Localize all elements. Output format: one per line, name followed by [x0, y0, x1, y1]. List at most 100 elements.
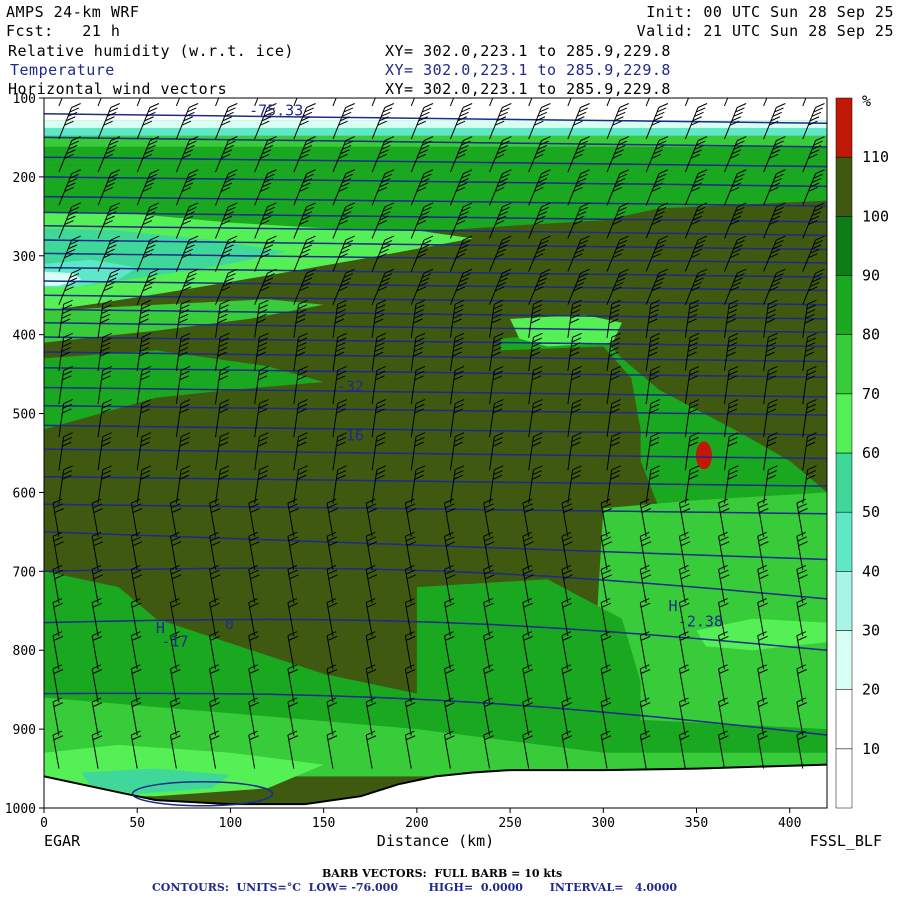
- wind-barb-flag: [578, 173, 589, 179]
- wind-barb-flag: [66, 248, 76, 254]
- wind-barb-flag: [210, 702, 220, 708]
- wind-barb-flag: [217, 351, 227, 357]
- wind-barb-flag: [658, 103, 669, 108]
- wind-barb-flag: [171, 669, 181, 674]
- wind-barb-shaft: [248, 536, 256, 570]
- wind-barb-shaft: [97, 469, 104, 504]
- wind-barb-shaft: [58, 173, 73, 206]
- wind-barb-flag: [187, 75, 196, 79]
- wind-barb-flag: [422, 173, 432, 179]
- wind-barb-shaft: [136, 304, 143, 338]
- wind-barb-flag: [171, 508, 182, 513]
- wind-barb-flag: [366, 503, 377, 509]
- wind-barb-flag: [414, 408, 424, 414]
- wind-barb-flag: [170, 631, 180, 637]
- wind-barb-flag: [92, 669, 103, 674]
- wind-barb-shaft: [52, 602, 60, 637]
- wind-barb-flag: [530, 318, 540, 324]
- wind-barb-flag: [423, 202, 434, 208]
- wind-barb-flag: [523, 669, 533, 674]
- wind-barb-flag: [414, 375, 424, 381]
- wind-barb-flag: [304, 173, 314, 179]
- wind-barb-flag: [718, 531, 728, 537]
- wind-barb-shaft: [528, 436, 534, 471]
- wind-barb-flag: [297, 474, 307, 480]
- wind-barb-flag: [689, 304, 699, 310]
- wind-barb-flag: [287, 664, 298, 670]
- wind-barb-shaft: [489, 239, 503, 272]
- wind-barb-flag: [815, 136, 825, 142]
- wind-barb-flag: [461, 140, 471, 146]
- wind-barb-shaft: [567, 272, 582, 305]
- wind-barb-flag: [811, 244, 822, 250]
- wind-barb-flag: [445, 541, 456, 547]
- wind-barb-flag: [385, 70, 394, 74]
- wind-barb-shaft: [169, 602, 177, 637]
- wind-barb-shaft: [209, 569, 217, 603]
- wind-barb-shaft: [724, 98, 729, 107]
- wind-barb-flag: [131, 602, 142, 608]
- wind-barb-shaft: [287, 569, 295, 603]
- wind-barb-flag: [580, 169, 590, 175]
- wind-barb-shaft: [567, 304, 574, 338]
- wind-barb-flag: [420, 111, 430, 117]
- wind-barb-flag: [759, 574, 769, 580]
- wind-barb-flag: [179, 309, 189, 315]
- wind-barb-flag: [54, 541, 64, 547]
- wind-barb-flag: [531, 474, 542, 480]
- wind-barb-flag: [767, 370, 777, 376]
- wind-barb-flag: [171, 503, 181, 509]
- wind-barb-shaft: [410, 206, 425, 239]
- wind-barb-shaft: [404, 569, 412, 603]
- wind-barb-flag: [141, 432, 152, 438]
- wind-barb-shaft: [293, 272, 308, 305]
- wind-barb-flag: [651, 220, 661, 226]
- wind-barb-flag: [680, 735, 690, 741]
- wind-barb-flag: [561, 598, 572, 603]
- wind-barb-shaft: [175, 206, 190, 239]
- wind-barb-shaft: [763, 304, 769, 338]
- wind-barb-shaft: [365, 602, 373, 637]
- wind-barb-shaft: [58, 272, 73, 305]
- wind-barb-flag: [531, 441, 542, 447]
- wind-barb-flag: [336, 309, 346, 315]
- wind-barb-flag: [680, 569, 690, 575]
- wind-barb-flag: [375, 441, 385, 447]
- wind-barb-flag: [107, 277, 117, 283]
- wind-barb-flag: [381, 111, 391, 117]
- wind-barb-flag: [341, 145, 352, 150]
- wind-barb-flag: [679, 531, 689, 537]
- wind-barb-flag: [494, 286, 505, 292]
- wind-barb-flag: [576, 111, 587, 117]
- wind-barb-flag: [52, 697, 63, 703]
- wind-barb-flag: [64, 153, 74, 159]
- wind-barb-flag: [345, 103, 355, 108]
- wind-barb-flag: [688, 441, 698, 447]
- wind-barb-shaft: [97, 403, 104, 438]
- wind-barb-flag: [418, 149, 428, 155]
- wind-barb-flag: [183, 149, 193, 155]
- wind-barb-flag: [366, 569, 377, 575]
- wind-barb-flag: [341, 211, 352, 217]
- wind-barb-flag: [101, 342, 111, 348]
- wind-barb-flag: [219, 470, 229, 475]
- wind-barb-flag: [260, 120, 270, 126]
- wind-barb-flag: [416, 253, 427, 259]
- wind-barb-flag: [698, 70, 707, 74]
- wind-barb-shaft: [209, 635, 217, 670]
- wind-barb-flag: [306, 169, 316, 175]
- wind-barb-flag: [523, 536, 533, 542]
- wind-barb-flag: [222, 281, 233, 287]
- wind-barb-flag: [736, 103, 747, 108]
- colorbar-swatch: [835, 275, 853, 335]
- wind-barb-flag: [610, 342, 620, 348]
- rh-band-30: [44, 120, 827, 128]
- wind-barb-flag: [366, 531, 376, 537]
- wind-barb-shaft: [567, 469, 574, 504]
- wind-barb-shaft: [326, 602, 334, 637]
- wind-barb-shaft: [567, 206, 582, 239]
- wind-barb-flag: [736, 268, 747, 274]
- wind-barb-flag: [727, 346, 737, 352]
- wind-barb-flag: [52, 564, 63, 570]
- wind-barb-flag: [696, 75, 705, 79]
